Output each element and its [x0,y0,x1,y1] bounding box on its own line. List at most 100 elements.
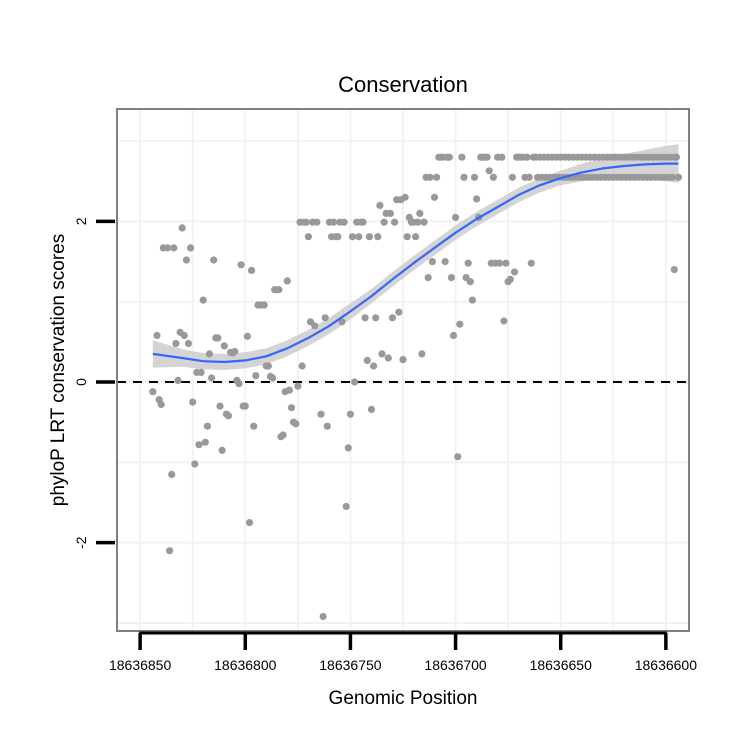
data-point [367,405,376,413]
data-point [197,368,205,376]
data-point [237,261,245,269]
data-point [391,218,399,226]
data-point [359,218,367,226]
x-tick-label: 18636700 [424,657,487,673]
data-point [340,218,348,226]
data-point [149,388,157,396]
data-point [208,374,216,382]
data-point [414,218,422,226]
data-point [485,167,493,175]
data-point [235,380,243,388]
data-point [346,410,354,418]
x-axis-title: Genomic Position [329,688,478,709]
data-point [252,372,260,380]
data-point [454,453,462,461]
data-point [401,193,409,201]
data-point [496,259,504,267]
data-point [187,244,195,252]
data-point [260,301,268,309]
x-tick-label: 18636750 [319,657,382,673]
data-point [178,224,186,232]
data-point [458,153,466,161]
data-point [294,382,302,390]
data-point [372,314,380,322]
data-point [433,173,441,181]
data-point [416,209,424,217]
data-point [378,350,386,358]
data-point [275,286,283,294]
data-point [351,378,359,386]
data-point [508,173,516,181]
data-point [317,410,325,418]
data-point [264,362,272,370]
data-point [216,402,224,410]
data-point [323,422,331,430]
data-point [338,318,346,326]
data-point [195,441,203,449]
data-point [330,218,338,226]
data-point [370,362,378,370]
data-point [430,193,439,201]
data-point [231,347,239,356]
data-point [214,334,222,342]
data-point [525,173,533,181]
data-point [342,502,350,511]
data-point [241,402,249,410]
y-axis-title: phyloP LRT conservation scores [48,234,69,507]
data-point [180,331,188,340]
data-point [468,296,476,304]
data-point [245,519,254,527]
data-point [313,218,321,226]
data-point [470,173,479,181]
data-point [191,460,199,468]
smooth-line-layer [152,162,679,364]
data-point [500,317,508,325]
data-point [248,266,256,274]
data-point [201,438,209,446]
data-point [172,339,180,348]
data-point [319,612,327,621]
data-point [170,244,178,252]
data-point [668,173,676,181]
data-point [403,233,411,241]
data-point [302,218,310,226]
data-point [363,356,371,364]
data-point [395,308,403,316]
data-point [218,446,226,454]
data-point [184,339,193,348]
data-point [334,233,342,241]
data-point [205,350,214,358]
data-point [279,431,287,439]
data-point [168,470,176,478]
data-point [460,173,468,181]
data-point [399,356,407,364]
data-point [388,314,397,322]
data-point [449,331,458,340]
data-point [441,258,449,266]
chart-title: Conservation [338,72,468,97]
data-point [473,195,481,203]
data-point [510,268,519,276]
x-tick-label: 18636600 [635,657,698,673]
data-point [489,173,497,181]
data-point [380,218,388,226]
x-tick-label: 18636650 [530,657,593,673]
data-point [365,233,373,241]
data-point [464,259,472,267]
y-tick-label: 2 [73,217,89,225]
data-point [527,259,535,267]
data-point [298,362,306,370]
y-axis: -2 0 2 [73,217,115,549]
confidence-ribbon-layer [152,144,679,370]
data-point [506,275,514,283]
data-point [355,233,363,241]
data-point [304,233,312,241]
data-point [166,547,174,555]
data-point [670,266,678,274]
data-point [250,422,258,430]
data-point [182,256,190,264]
data-point [174,376,182,384]
data-point [418,350,426,358]
data-point [163,244,172,252]
